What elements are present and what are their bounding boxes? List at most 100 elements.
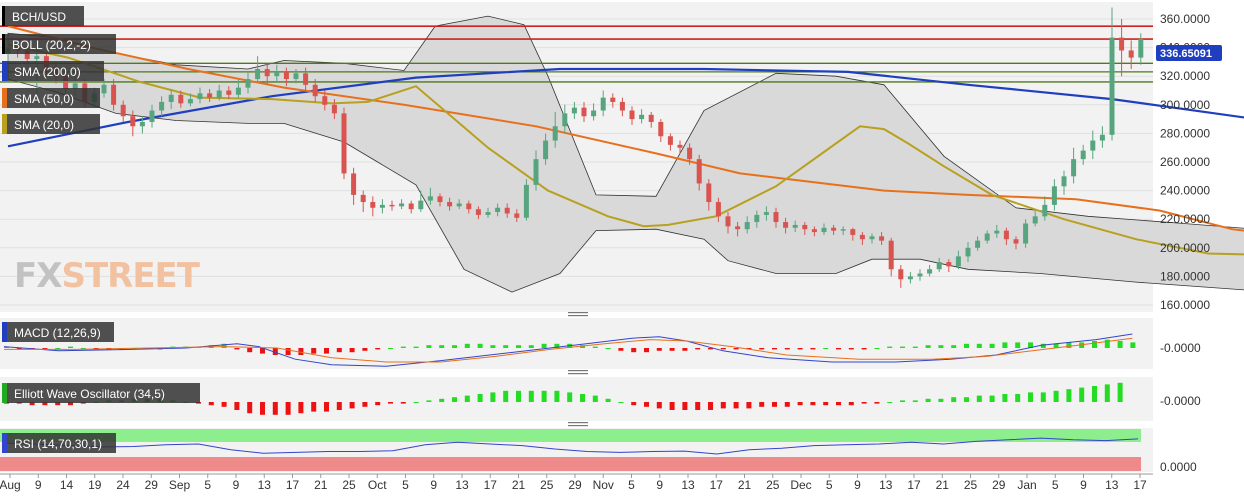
watermark: FXSTREET [14,256,201,296]
ewo-bar [439,398,445,402]
candle [859,232,865,245]
x-tick-label: 21 [738,478,752,492]
macd-bar [964,343,969,348]
ewo-bar [759,402,765,407]
macd-bar [1015,342,1021,348]
candle [975,236,981,251]
candle [581,101,587,122]
x-tick-label: 21 [936,478,950,492]
legend-boll[interactable]: BOLL (20,2,-2) [2,34,116,54]
ewo-bar [887,402,893,403]
svg-text:BOLL (20,2,-2): BOLL (20,2,-2) [12,38,91,52]
macd-bar [720,348,726,350]
candle [744,216,750,234]
legend-macd[interactable]: MACD (12,26,9) [2,322,114,342]
price-tick-label: 240.0000 [1160,184,1210,198]
svg-text:SMA (50,0): SMA (50,0) [14,92,74,106]
macd-bar [541,343,547,348]
panel-dividers [568,312,588,427]
macd-bar [656,348,662,351]
ewo-bar [541,390,547,402]
macd-histogram [4,339,1136,355]
x-tick-label: 13 [1105,478,1119,492]
ewo-bar [42,402,48,406]
candle [1003,227,1009,245]
candle [274,64,280,82]
ewo-bar [580,394,585,402]
candle [255,56,261,84]
macd-bar [4,346,9,348]
rsi-panel[interactable] [0,428,1153,472]
ewo-bar [29,402,35,406]
macd-panel-background [0,318,1153,369]
candle [351,167,357,205]
macd-bar [1117,341,1123,348]
candle [783,217,789,234]
x-tick-label: 29 [568,478,582,492]
macd-bar [298,348,304,355]
x-tick-label: 19 [88,478,102,492]
ewo-bar [464,395,470,402]
candle [456,199,462,210]
sma-20-line [7,43,1244,256]
candle [639,109,645,124]
legend-sma20[interactable]: SMA (20,0) [2,114,100,134]
macd-bar [554,343,560,348]
x-tick-label: 9 [1080,478,1087,492]
candle [1099,126,1105,148]
candle [111,79,117,111]
price-panel[interactable]: FXSTREET [0,2,1244,312]
ewo-bar [567,392,573,402]
legend-ewo[interactable]: Elliott Wave Oscillator (34,5) [2,383,200,403]
candle [312,79,318,102]
price-tick-label: 320.0000 [1160,69,1210,83]
ewo-bar [55,402,61,406]
candle [101,79,107,98]
ewo-bar [554,390,560,402]
macd-bar [618,348,624,351]
candle [898,264,904,288]
macd-bar [631,348,637,353]
last-price-tag: 336.65091 [1156,45,1222,61]
macd-bar [695,348,701,350]
macd-bar [708,348,713,350]
x-tick-label: Nov [593,478,614,492]
macd-bar [503,345,509,348]
macd-bar [580,345,585,348]
ewo-bar [1002,394,1008,402]
ewo-bar [375,402,381,406]
ewo-bar [797,402,803,406]
ewo-bar [490,392,496,402]
legend-sma50[interactable]: SMA (50,0) [2,88,100,108]
x-tick-label: 14 [60,478,74,492]
macd-bar [989,343,995,348]
x-tick-label: Jan [1017,478,1036,492]
legend-sma200[interactable]: SMA (200,0) [2,61,104,81]
ewo-bar [874,402,880,404]
candle [994,224,1000,238]
macd-bar [464,343,470,348]
macd-bar [516,345,521,348]
candle [821,223,827,235]
price-tick-label: 200.0000 [1160,241,1210,255]
x-tick-label: 25 [540,478,554,492]
candle [264,63,270,85]
candle [168,89,174,110]
candle [1119,19,1125,77]
legend-pair[interactable]: BCH/USD [2,6,84,26]
sma-200-line [7,67,1244,148]
legend-rsi[interactable]: RSI (14,70,30,1) [2,433,116,453]
candle [504,203,510,218]
ewo-bar [746,402,752,409]
candle [1013,236,1019,250]
ewo-bar [311,402,317,412]
ewo-bar [336,402,342,410]
macd-panel[interactable] [0,318,1153,369]
candle [447,197,453,211]
ewo-bar [1117,382,1123,402]
candle [735,222,741,237]
candle [514,209,520,223]
macd-bar [644,348,649,353]
candle [1090,130,1096,160]
